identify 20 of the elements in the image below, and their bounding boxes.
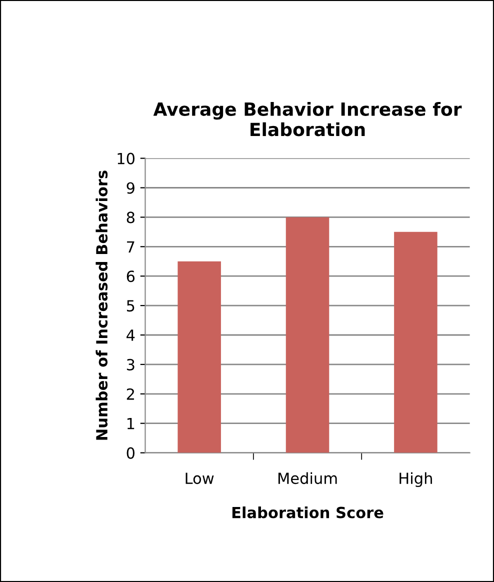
bar [178,261,221,453]
y-tick-label: 9 [126,182,134,194]
x-tick-label: Low [186,472,214,484]
y-tick-label: 4 [126,330,135,341]
y-tick-label: 6 [126,270,135,282]
y-tick-label: 7 [127,241,134,252]
x-tick-label: Medium [278,472,337,484]
y-tick-label: 10 [118,152,134,164]
bar [394,232,438,453]
x-axis-title: Elaboration Score [232,506,384,518]
y-tick-label: 0 [126,447,134,459]
y-tick-label: 3 [126,358,134,370]
x-tick-label: High [400,472,432,488]
y-tick-label: 1 [127,418,134,430]
y-tick-label: 5 [126,300,134,312]
y-axis-title: Number of Increased Behaviors [96,170,108,440]
y-tick-label: 8 [126,212,134,224]
y-tick-label: 2 [126,388,134,400]
chart-title: Average Behavior Increase for Elaboration [153,102,462,136]
bar [286,217,330,453]
